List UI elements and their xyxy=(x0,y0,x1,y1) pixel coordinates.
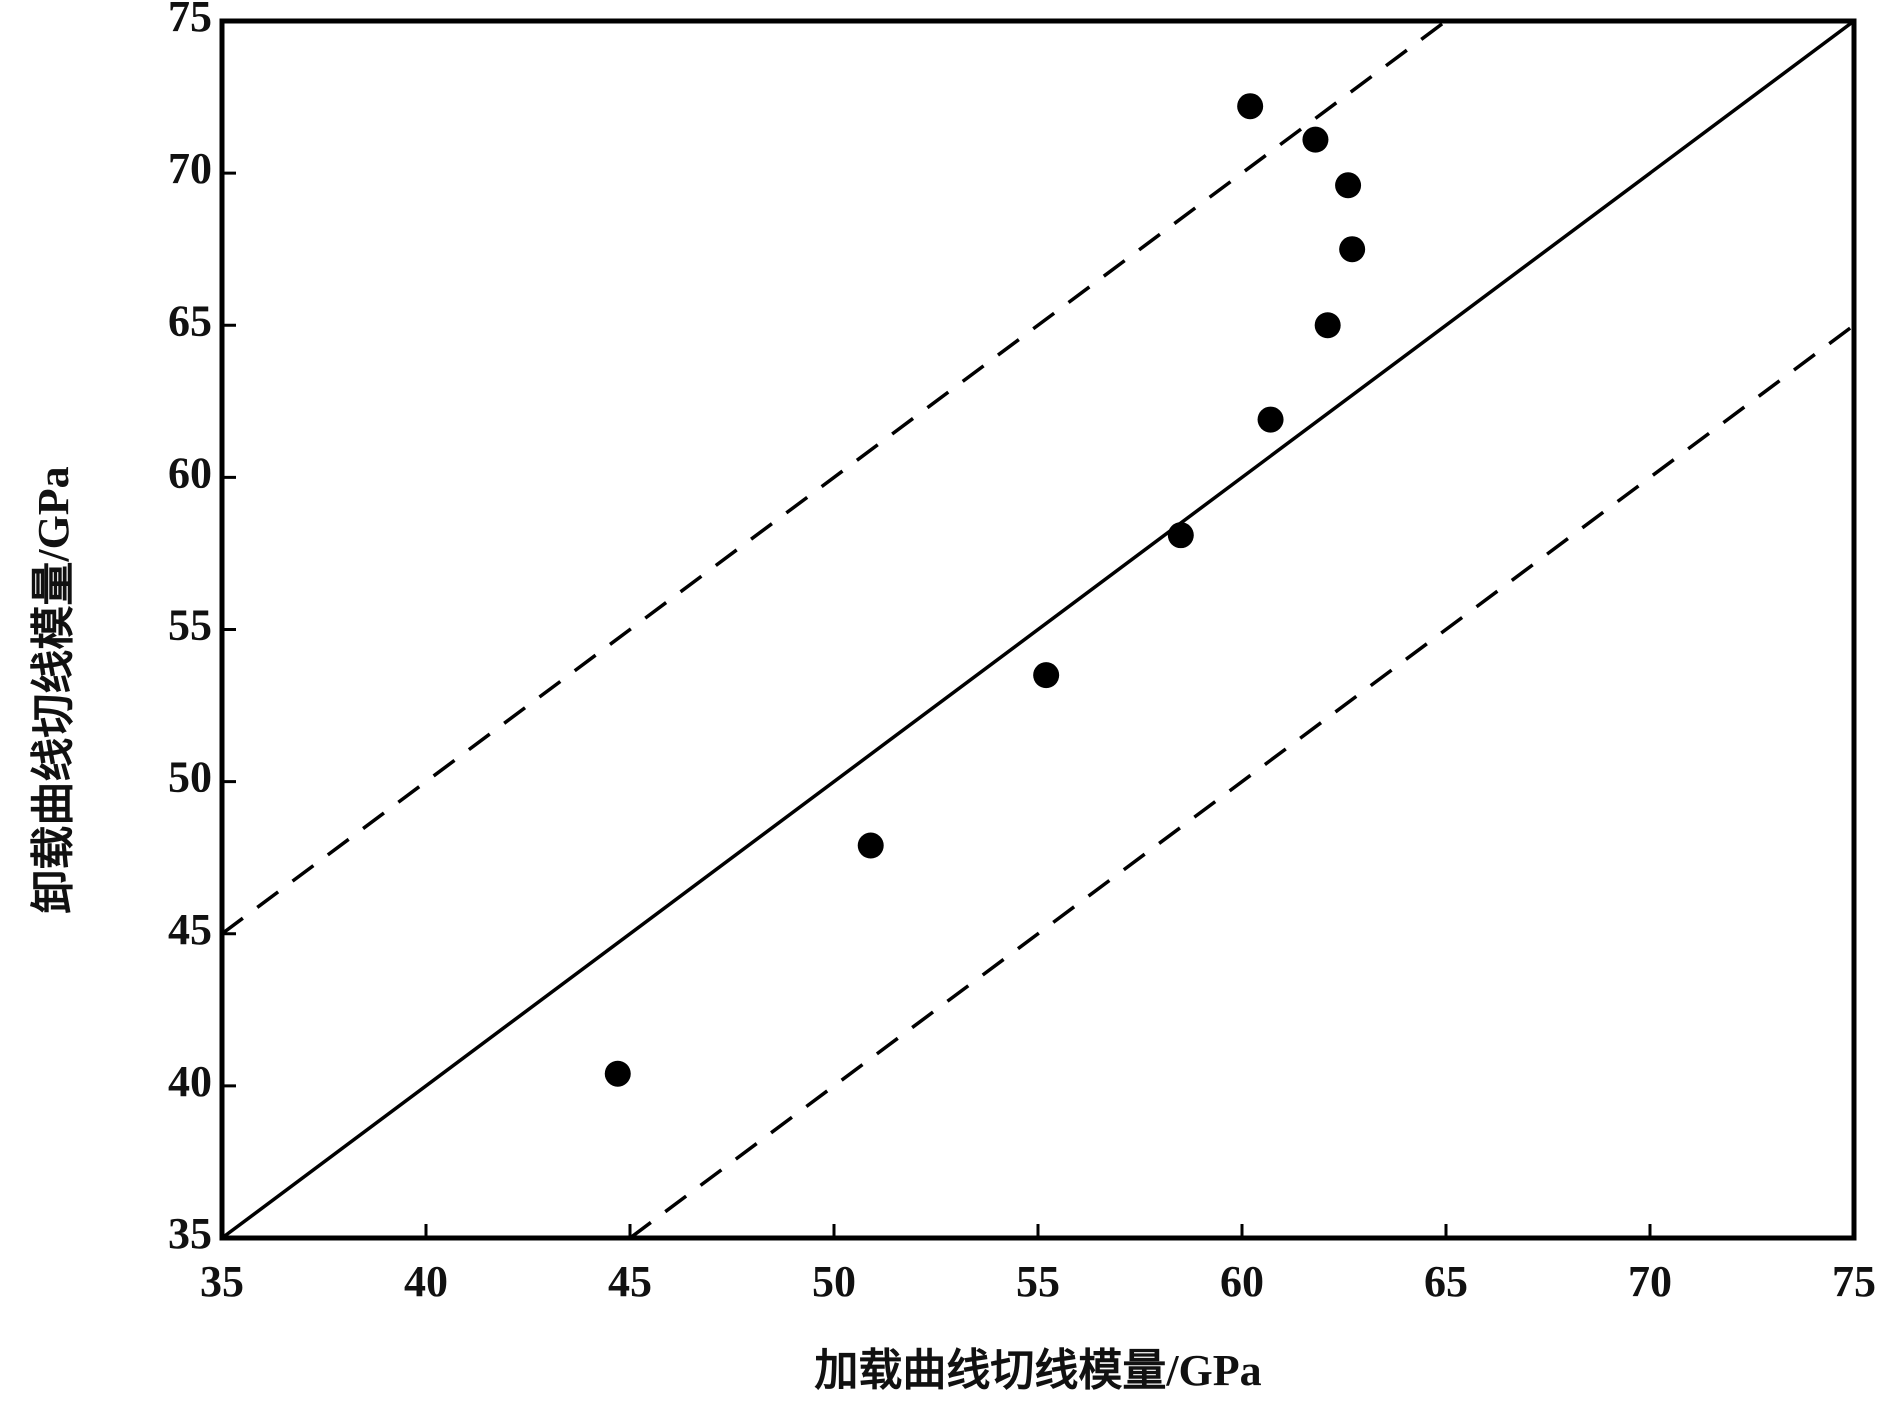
y-tick-label: 55 xyxy=(168,601,212,650)
x-tick-label: 50 xyxy=(812,1257,856,1306)
plot-frame xyxy=(219,18,1857,1241)
data-point xyxy=(604,1060,631,1087)
y-tick-label: 50 xyxy=(168,753,212,802)
x-tick-label: 55 xyxy=(1016,1257,1060,1306)
data-point xyxy=(1167,522,1194,549)
data-point xyxy=(1302,126,1329,153)
data-point xyxy=(1257,406,1284,433)
data-point xyxy=(857,832,884,859)
x-tick-label: 65 xyxy=(1424,1257,1468,1306)
reference-line xyxy=(628,323,1856,1240)
data-point xyxy=(1335,172,1362,199)
x-tick-label: 60 xyxy=(1220,1257,1264,1306)
data-point xyxy=(1339,236,1366,263)
reference-line xyxy=(220,19,1856,1240)
y-axis-label: 卸载曲线切线模量/GPa xyxy=(29,466,78,913)
y-tick-label: 35 xyxy=(168,1209,212,1258)
x-axis-label: 加载曲线切线模量/GPa xyxy=(814,1346,1261,1395)
x-tick-label: 40 xyxy=(404,1257,448,1306)
x-tick-label: 70 xyxy=(1628,1257,1672,1306)
x-tick-label: 75 xyxy=(1832,1257,1876,1306)
y-tick-label: 70 xyxy=(168,144,212,193)
y-tick-label: 40 xyxy=(168,1057,212,1106)
data-point xyxy=(1314,312,1341,339)
y-tick-label: 45 xyxy=(168,905,212,954)
y-tick-label: 65 xyxy=(168,296,212,345)
data-point xyxy=(1237,93,1264,120)
data-point xyxy=(1033,662,1060,689)
y-tick-label: 75 xyxy=(168,0,212,41)
x-tick-label: 35 xyxy=(200,1257,244,1306)
y-tick-label: 60 xyxy=(168,448,212,497)
reference-line xyxy=(220,19,1448,936)
x-tick-label: 45 xyxy=(608,1257,652,1306)
